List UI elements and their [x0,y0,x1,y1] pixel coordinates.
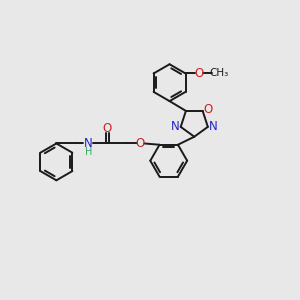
Text: O: O [136,137,145,150]
Text: O: O [103,122,112,134]
Text: O: O [194,67,203,80]
Text: O: O [203,103,213,116]
Text: N: N [171,120,180,134]
Text: N: N [84,137,93,150]
Text: N: N [209,120,218,134]
Text: H: H [85,147,93,157]
Text: CH₃: CH₃ [209,68,228,79]
